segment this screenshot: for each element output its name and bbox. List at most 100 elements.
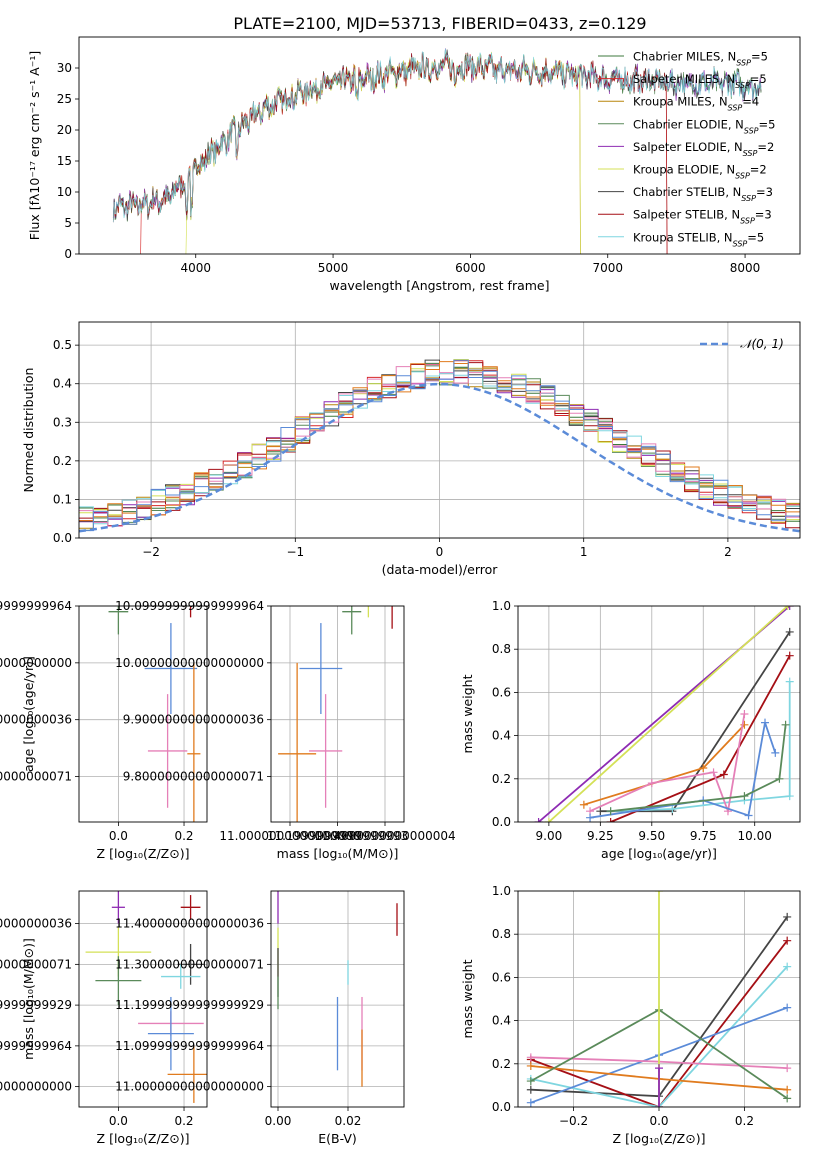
x-tick-label: 4000 <box>180 261 211 275</box>
x-tick-label: 11.0000000000000000 <box>219 829 360 843</box>
y-tick-label: 0.1 <box>53 492 72 506</box>
x-tick-label: 9.00 <box>536 829 563 843</box>
series-marker <box>579 800 588 809</box>
legend-label: Salpeter STELIB, NSSP=3 <box>633 208 772 226</box>
y-tick-label: 5 <box>64 216 72 230</box>
legend-label: Chabrier MILES, NSSP=5 <box>633 50 768 68</box>
chart-age_vs_Z: 0.0 0.2 9.80000000000000071 9.9000000000000… <box>0 599 208 861</box>
y-tick-label: 0.3 <box>53 415 72 429</box>
y-tick-label: 9.80000000000000071 <box>123 770 264 784</box>
y-tick-label: 11.40000000000000036 <box>0 917 72 931</box>
axes-frame <box>517 890 801 1108</box>
plot-area <box>85 891 207 1103</box>
y-axis-label: mass weight <box>460 959 475 1038</box>
chart-age_vs_mass: 11.000000000000000011.199999999999999311… <box>115 599 456 861</box>
x-tick-label: 9.50 <box>638 829 665 843</box>
chart-spectrum: 4000 5000 6000 7000 8000 0 5 10 15 20 25 30 waveleng… <box>27 36 801 293</box>
series-marker <box>526 1061 535 1070</box>
series-marker <box>740 792 749 801</box>
series-marker <box>785 651 794 660</box>
series-marker <box>668 805 677 814</box>
plot-area <box>277 891 398 1087</box>
x-tick-label: 1 <box>580 545 588 559</box>
series-marker <box>785 792 794 801</box>
series-marker <box>699 764 708 772</box>
y-tick-label: 0.2 <box>492 1057 511 1071</box>
axes-frame <box>78 36 801 255</box>
y-tick-label: 10.09999999999999964 <box>115 599 264 613</box>
spectrum-series-line <box>112 48 762 223</box>
legend-label: Salpeter MILES, NSSP=5 <box>633 72 767 90</box>
axes-frame <box>270 605 405 823</box>
legend-label: Chabrier STELIB, NSSP=3 <box>633 185 773 203</box>
x-tick-label: −1 <box>286 545 304 559</box>
axes-frame <box>78 605 208 823</box>
x-tick-label: 2 <box>724 545 732 559</box>
series-marker <box>785 606 794 610</box>
x-axis-label: Z [log₁₀(Z/Z⊙)] <box>97 1131 190 1146</box>
y-axis-label: mass weight <box>460 674 475 753</box>
series-marker <box>783 1085 792 1094</box>
x-axis-label: mass [log₁₀(M/M⊙)] <box>277 846 399 861</box>
y-tick-label: 0.8 <box>492 927 511 941</box>
x-tick-label: 0 <box>436 545 444 559</box>
chart-mass_vs_EBV: 0.00 0.02 11.00000000000000000 11.099999999… <box>115 890 405 1146</box>
series-marker <box>647 779 656 788</box>
y-axis-label: Normed distribution <box>21 368 36 493</box>
series-marker <box>783 1003 792 1012</box>
plot-area <box>108 606 201 822</box>
series-marker <box>526 1077 535 1086</box>
series-marker <box>544 818 553 822</box>
x-tick-label: 9.25 <box>587 829 614 843</box>
y-tick-label: 0.6 <box>492 685 511 699</box>
series-marker <box>526 1085 535 1094</box>
series-marker <box>655 1103 663 1107</box>
x-axis-label: Z [log₁₀(Z/Z⊙)] <box>97 846 190 861</box>
x-axis-label: E(B-V) <box>318 1131 357 1146</box>
series-marker <box>534 818 543 822</box>
series-marker <box>783 912 792 921</box>
series-marker <box>606 818 615 822</box>
y-tick-label: 10.09999999999999964 <box>0 599 72 613</box>
x-tick-label: −2 <box>142 545 160 559</box>
y-tick-label: 9.90000000000000036 <box>123 713 264 727</box>
chart-weight_vs_Z: −0.2 0.0 0.2 0.0 0.2 0.4 0.6 0.8 1.0 Z [log₁₀(Z/Z… <box>460 884 801 1146</box>
series-marker <box>783 606 792 610</box>
x-tick-label: 10.00 <box>738 829 772 843</box>
y-tick-label: 30 <box>57 61 72 75</box>
series-marker <box>783 936 792 945</box>
y-tick-label: 0.4 <box>492 1014 511 1028</box>
y-tick-label: 11.00000000000000000 <box>0 1080 72 1094</box>
x-tick-label: 5000 <box>318 261 349 275</box>
x-axis-label: age [log₁₀(age/yr)] <box>601 846 717 861</box>
axes-frame <box>517 605 801 823</box>
x-tick-label: 9.75 <box>690 829 717 843</box>
x-tick-label: 8000 <box>730 261 761 275</box>
series-marker <box>655 1064 663 1073</box>
legend-label: Chabrier ELODIE, NSSP=5 <box>633 117 775 135</box>
y-axis-label: age [log₁₀(age/yr)] <box>21 656 36 772</box>
histogram-series <box>79 359 800 532</box>
series-line <box>530 965 788 1107</box>
y-axis-label: mass [log₁₀(M/M⊙)] <box>21 938 36 1060</box>
series-marker <box>781 720 790 729</box>
y-tick-label: 0 <box>64 247 72 261</box>
y-tick-label: 0.6 <box>492 970 511 984</box>
series-line <box>610 681 791 813</box>
y-tick-label: 0.4 <box>53 377 72 391</box>
axes-frame <box>78 890 208 1108</box>
series-marker <box>719 770 728 779</box>
series-line <box>610 724 787 813</box>
grid-lines <box>271 605 404 822</box>
legend-label: Salpeter ELODIE, NSSP=2 <box>633 140 774 158</box>
y-tick-label: 0.0 <box>53 531 72 545</box>
chart-weight_vs_age: 9.00 9.25 9.50 9.75 10.00 0.0 0.2 0.4 0.6 0.8 1.0 a… <box>460 599 801 861</box>
legend: Chabrier MILES, NSSP=5 Salpeter MILES, NS… <box>598 50 775 248</box>
series-marker <box>761 718 770 727</box>
x-tick-label: 0.0 <box>649 1114 668 1128</box>
series-line <box>548 606 789 822</box>
y-tick-label: 11.30000000000000071 <box>115 957 264 971</box>
x-axis-label: Z [log₁₀(Z/Z⊙)] <box>613 1131 706 1146</box>
x-tick-label: 0.2 <box>174 829 193 843</box>
